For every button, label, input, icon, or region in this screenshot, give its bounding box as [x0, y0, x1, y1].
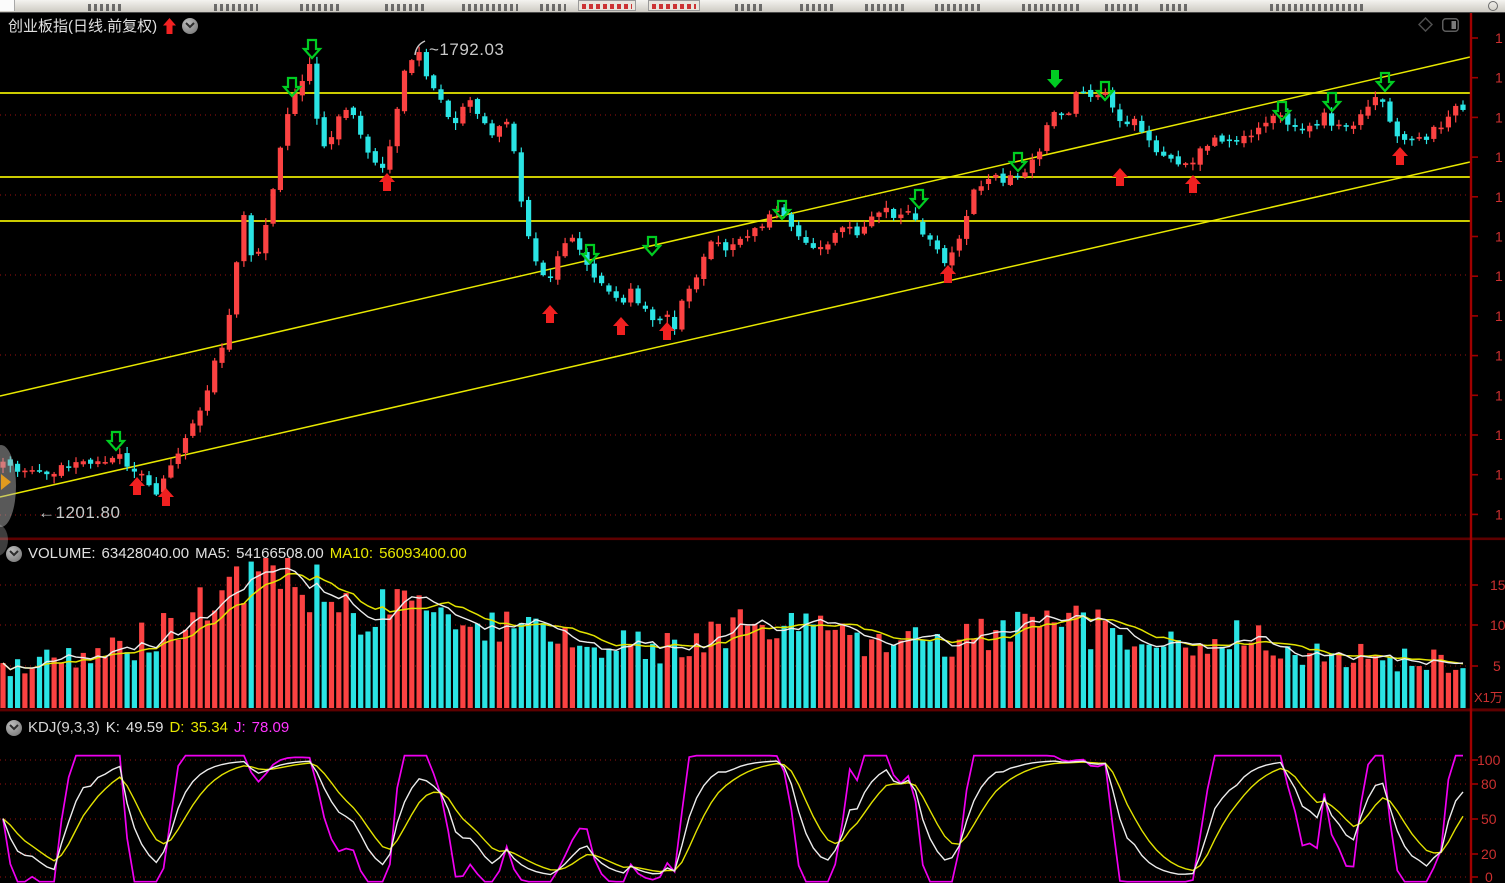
ma5-label: MA5: [195, 545, 231, 562]
clock-icon [1488, 1, 1498, 11]
menu-item-clipped[interactable] [385, 4, 425, 11]
kdj-lines [2, 754, 1464, 883]
annotation-hook [414, 40, 426, 56]
menu-item-clipped[interactable] [1160, 4, 1188, 11]
svg-text:1: 1 [1495, 467, 1503, 483]
svg-text:1: 1 [1495, 348, 1503, 364]
right-axis: 1 1 1 1 1 1 1 1 1 1 1 1 1 15 10 5 100 80 50 20 0 X1万 [1469, 12, 1505, 883]
svg-text:1: 1 [1495, 506, 1503, 522]
left-edge-decor [0, 445, 16, 556]
menu-item-clipped[interactable] [214, 4, 258, 11]
volume-ma-lines [2, 567, 1464, 671]
menu-button-red-clipped[interactable] [578, 0, 636, 11]
svg-text:80: 80 [1481, 776, 1497, 792]
svg-text:20: 20 [1481, 846, 1497, 862]
svg-text:10: 10 [1490, 617, 1505, 633]
collapse-main-icon[interactable] [182, 17, 199, 34]
svg-text:1: 1 [1495, 268, 1503, 284]
trend-up-icon [163, 17, 177, 34]
d-label: D: [169, 719, 185, 736]
collapse-kdj-icon[interactable] [6, 719, 22, 736]
ma10-label: MA10: [329, 545, 374, 562]
svg-text:1: 1 [1495, 109, 1503, 125]
ma10-value: 56093400.00 [379, 545, 467, 562]
svg-text:1: 1 [1495, 387, 1503, 403]
k-value: 49.59 [125, 719, 164, 736]
svg-text:5: 5 [1493, 658, 1501, 674]
menu-item-clipped[interactable] [1105, 4, 1139, 11]
main-chart-header: 创业板指(日线.前复权) [8, 15, 199, 36]
panel-separators [0, 537, 1505, 712]
gridlines [0, 114, 1471, 878]
svg-text:1: 1 [1495, 149, 1503, 165]
menubar-left-block [0, 0, 15, 11]
menu-item-clipped[interactable] [1022, 4, 1082, 11]
chart-title: 创业板指(日线.前复权) [8, 18, 158, 35]
volume-unit-label: X1万 [1474, 690, 1503, 705]
menu-item-clipped[interactable] [462, 4, 518, 11]
volume-header: VOLUME: 63428040.00 MA5: 54166508.00 MA1… [6, 545, 467, 562]
kdj-label: KDJ(9,3,3) [28, 719, 100, 736]
low-annotation: ←1201.80 [38, 503, 121, 522]
d-value: 35.34 [190, 719, 228, 736]
menu-button-red-clipped[interactable] [648, 0, 700, 11]
k-label: K: [105, 719, 120, 736]
candles [0, 46, 1466, 499]
ma5-value: 54166508.00 [236, 545, 324, 562]
trendlines [0, 56, 1471, 498]
volume-value: 63428040.00 [101, 545, 190, 562]
top-menubar[interactable] [0, 0, 1505, 13]
menu-item-clipped[interactable] [800, 4, 834, 11]
svg-text:1: 1 [1495, 308, 1503, 324]
menu-item-clipped[interactable] [1270, 4, 1366, 11]
svg-text:15: 15 [1490, 577, 1505, 593]
svg-text:1: 1 [1495, 70, 1503, 86]
high-annotation: ~1792.03 [429, 40, 505, 59]
menu-item-clipped[interactable] [865, 4, 905, 11]
j-value: 78.09 [251, 719, 290, 736]
svg-text:1: 1 [1495, 229, 1503, 245]
svg-text:1: 1 [1495, 427, 1503, 443]
j-label: J: [233, 719, 246, 736]
svg-text:1: 1 [1495, 30, 1503, 46]
kdj-header: KDJ(9,3,3) K: 49.59 D: 35.34 J: 78.09 [6, 719, 289, 736]
collapse-volume-icon[interactable] [6, 545, 22, 562]
corner-tools [1418, 17, 1459, 32]
diamond-icon[interactable] [1418, 17, 1433, 32]
menu-item-clipped[interactable] [935, 4, 981, 11]
volume-bars [0, 558, 1466, 708]
menu-item-clipped[interactable] [300, 4, 340, 11]
signal-markers [105, 38, 1408, 506]
panel-toggle-icon[interactable] [1442, 17, 1459, 32]
svg-text:50: 50 [1481, 811, 1497, 827]
volume-label: VOLUME: [28, 545, 96, 562]
svg-text:100: 100 [1477, 752, 1501, 768]
svg-text:0: 0 [1485, 869, 1493, 883]
menu-item-clipped[interactable] [540, 4, 566, 11]
svg-text:1: 1 [1495, 189, 1503, 205]
menu-item-clipped[interactable] [735, 4, 765, 11]
menu-item-clipped[interactable] [88, 4, 122, 11]
